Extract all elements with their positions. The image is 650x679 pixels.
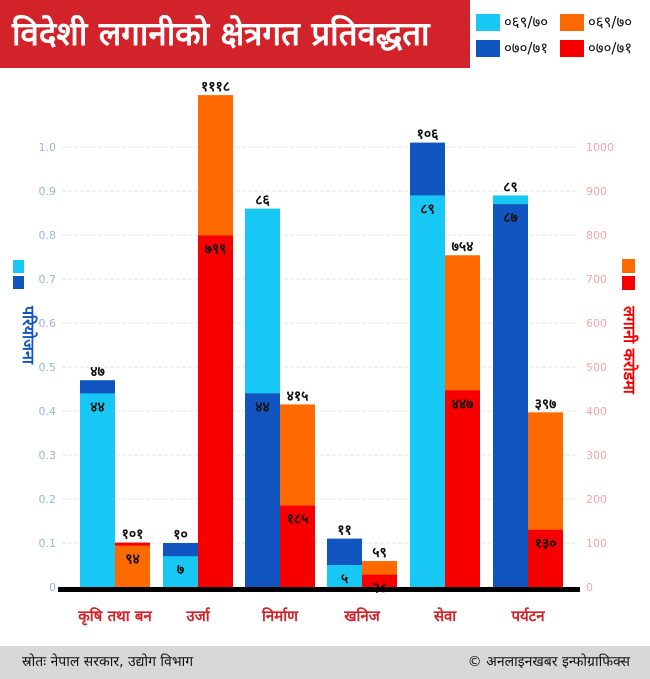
bar-investment — [362, 574, 397, 587]
left-tick-label: 0.1 — [39, 537, 57, 550]
category-label: सेवा — [433, 607, 457, 625]
legend-item-investment-6970: ०६९/७० — [560, 12, 632, 32]
right-axis-title: लगानी करोडमा — [620, 305, 639, 395]
category-label: खनिज — [343, 607, 380, 625]
left-tick-label: 0.9 — [39, 185, 57, 198]
right-tick-label: 500 — [586, 361, 607, 374]
legend-swatch — [476, 13, 500, 31]
right-axis-swatch — [622, 259, 635, 273]
left-tick-label: 0.4 — [39, 405, 57, 418]
data-label-investment: ३९७ — [535, 396, 557, 412]
right-tick-label: 300 — [586, 449, 607, 462]
data-label-projects: ८६ — [255, 193, 270, 209]
legend-label: ०६९/७० — [504, 13, 549, 31]
legend-item-projects-6970: ०६९/७० — [476, 12, 548, 32]
data-label-projects: ८९ — [420, 201, 435, 217]
left-tick-label: 1.0 — [39, 141, 57, 154]
x-axis-baseline — [58, 587, 580, 592]
data-label-projects: ७ — [177, 562, 184, 578]
legend-label: ०७०/७१ — [588, 39, 633, 57]
left-tick-label: 0.2 — [39, 493, 57, 506]
category-label: पर्यटन — [510, 607, 545, 625]
left-tick-label: 0.5 — [39, 361, 57, 374]
data-label-projects: १०६ — [417, 127, 440, 143]
bar-investment — [198, 235, 233, 587]
data-label-investment: ७९९ — [205, 241, 227, 257]
legend-swatch — [560, 39, 584, 57]
data-label-projects: १० — [173, 527, 188, 543]
left-tick-label: 0.8 — [39, 229, 57, 242]
data-label-investment: १०१ — [122, 527, 144, 543]
bar-projects — [493, 204, 528, 587]
data-label-investment: ५९ — [372, 545, 387, 561]
credit-text: © अनलाइनखबर इन्फोग्राफिक्स — [467, 654, 630, 670]
data-label-projects: ११ — [337, 523, 352, 539]
source-text: स्रोतः नेपाल सरकार, उद्योग विभाग — [22, 654, 194, 670]
data-label-investment: १११८ — [201, 79, 230, 95]
bar-projects — [80, 393, 115, 587]
right-tick-label: 0 — [586, 581, 593, 594]
right-tick-label: 600 — [586, 317, 607, 330]
data-label-projects: ५ — [341, 571, 348, 587]
left-axis-swatch — [13, 276, 24, 289]
category-label: उर्जा — [185, 607, 210, 625]
left-tick-label: 0 — [49, 581, 56, 594]
data-label-investment: ४४७ — [452, 396, 474, 412]
left-axis-title: परियोजना — [19, 305, 38, 365]
bar-investment — [445, 390, 480, 587]
right-tick-label: 200 — [586, 493, 607, 506]
data-label-projects: ४४ — [90, 399, 105, 415]
left-tick-label: 0.3 — [39, 449, 57, 462]
bar-projects — [410, 195, 445, 587]
legend-item-projects-7071: ०७०/७१ — [476, 38, 548, 58]
legend-swatch — [476, 39, 500, 57]
data-label-projects: ४७ — [90, 364, 105, 380]
data-label-investment: ४१५ — [287, 388, 309, 404]
left-axis-swatch — [13, 260, 24, 273]
bar-chart: 0 0.1 0.2 0.3 0.4 0.5 0.6 0.7 0.8 0.9 1.0 0 100 200 30… — [13, 79, 639, 626]
legend-label: ०६९/७० — [588, 13, 633, 31]
left-tick-label: 0.7 — [39, 273, 57, 286]
bar-projects — [163, 556, 198, 587]
data-label-investment: १३० — [535, 536, 557, 552]
bar-investment — [528, 529, 563, 587]
right-tick-label: 800 — [586, 229, 607, 242]
category-label: निर्माण — [261, 607, 299, 625]
page-title: विदेशी लगानीको क्षेत्रगत प्रतिवद्धता — [12, 14, 430, 53]
data-label-investment: ७५४ — [452, 239, 474, 255]
title-bar: विदेशी लगानीको क्षेत्रगत प्रतिवद्धता — [0, 0, 470, 68]
bar-projects — [245, 393, 280, 587]
right-tick-label: 100 — [586, 537, 607, 550]
data-label-projects: ८९ — [503, 179, 518, 195]
bar-investment — [280, 505, 315, 587]
right-axis-swatch — [622, 276, 635, 290]
data-label-projects: ४४ — [255, 399, 270, 415]
data-label-projects: ८७ — [503, 210, 518, 226]
bar-projects — [327, 565, 362, 587]
legend-swatch — [560, 13, 584, 31]
right-tick-label: 700 — [586, 273, 607, 286]
left-tick-label: 0.6 — [39, 317, 57, 330]
right-tick-label: 900 — [586, 185, 607, 198]
data-label-investment: ९४ — [125, 552, 140, 568]
bar-investment — [115, 545, 150, 587]
right-tick-label: 400 — [586, 405, 607, 418]
category-label: कृषि तथा बन — [77, 607, 152, 626]
footer: स्रोतः नेपाल सरकार, उद्योग विभाग © अनलाइ… — [0, 646, 650, 679]
data-label-investment: १८५ — [287, 512, 309, 528]
right-tick-label: 1000 — [586, 141, 614, 154]
legend-item-investment-7071: ०७०/७१ — [560, 38, 632, 58]
legend-label: ०७०/७१ — [504, 39, 549, 57]
